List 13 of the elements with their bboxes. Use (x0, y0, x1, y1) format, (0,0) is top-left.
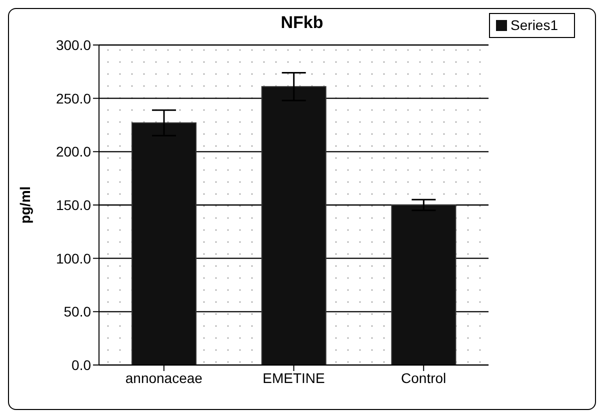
y-axis-title: pg/ml (16, 186, 33, 224)
legend-label: Series1 (510, 17, 558, 33)
y-tick-label: 250.0 (56, 90, 92, 106)
y-tick-label: 100.0 (56, 250, 92, 266)
y-tick-label: 50.0 (64, 304, 92, 320)
y-tick-label: 0.0 (72, 356, 92, 373)
x-tick-label: Control (401, 370, 446, 386)
y-tick-label: 150.0 (56, 196, 92, 213)
x-tick-label: EMETINE (262, 370, 325, 386)
y-tick-label: 200.0 (56, 144, 92, 160)
y-tick-label: 300.0 (56, 36, 92, 53)
x-tick-label: annonaceae (125, 370, 203, 386)
chart-title: NFkb (280, 13, 324, 32)
